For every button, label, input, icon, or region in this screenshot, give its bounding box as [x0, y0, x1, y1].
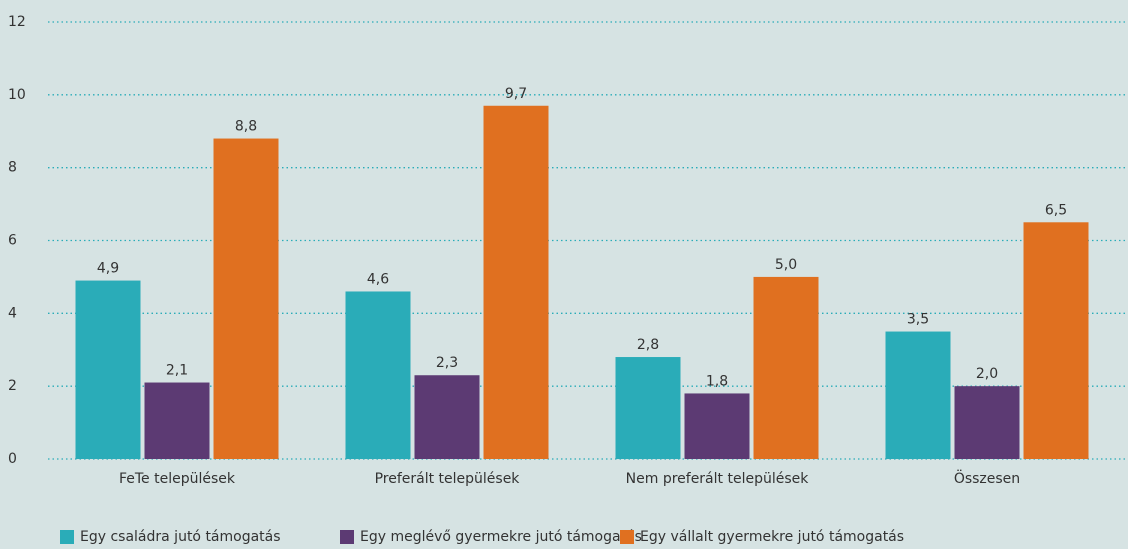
- legend-swatch: [620, 530, 634, 544]
- value-label: 5,0: [775, 257, 797, 273]
- value-label: 4,6: [367, 271, 389, 287]
- y-tick-label: 0: [8, 451, 17, 467]
- value-label: 2,3: [436, 355, 458, 371]
- x-tick-label: FeTe települések: [119, 471, 236, 487]
- x-tick-label: Összesen: [954, 469, 1020, 487]
- legend-label: Egy vállalt gyermekre jutó támogatás: [640, 529, 904, 545]
- bar: [144, 382, 210, 459]
- bar: [954, 386, 1020, 459]
- bar: [75, 280, 141, 459]
- bar: [345, 291, 411, 459]
- y-tick-label: 2: [8, 378, 17, 394]
- y-tick-label: 10: [8, 87, 26, 103]
- bar: [414, 375, 480, 459]
- value-label: 2,1: [166, 363, 188, 379]
- value-label: 9,7: [505, 86, 527, 102]
- bar: [615, 357, 681, 459]
- x-tick-label: Nem preferált települések: [626, 471, 810, 487]
- legend-label: Egy meglévő gyermekre jutó támogatás: [360, 529, 642, 545]
- bar: [885, 331, 951, 459]
- y-tick-label: 12: [8, 14, 26, 30]
- value-label: 2,8: [637, 337, 659, 353]
- value-label: 6,5: [1045, 202, 1067, 218]
- bar: [753, 276, 819, 459]
- value-label: 8,8: [235, 119, 257, 135]
- x-tick-label: Preferált települések: [375, 471, 521, 487]
- legend-swatch: [60, 530, 74, 544]
- bar: [483, 105, 549, 459]
- y-tick-label: 6: [8, 233, 17, 249]
- legend-swatch: [340, 530, 354, 544]
- value-label: 1,8: [706, 373, 728, 389]
- value-label: 3,5: [907, 312, 929, 328]
- legend-label: Egy családra jutó támogatás: [80, 529, 281, 545]
- value-label: 2,0: [976, 366, 998, 382]
- bar: [684, 393, 750, 459]
- value-label: 4,9: [97, 261, 119, 277]
- y-tick-label: 4: [8, 305, 17, 321]
- bar: [213, 138, 279, 460]
- y-tick-label: 8: [8, 160, 17, 176]
- bar: [1023, 222, 1089, 459]
